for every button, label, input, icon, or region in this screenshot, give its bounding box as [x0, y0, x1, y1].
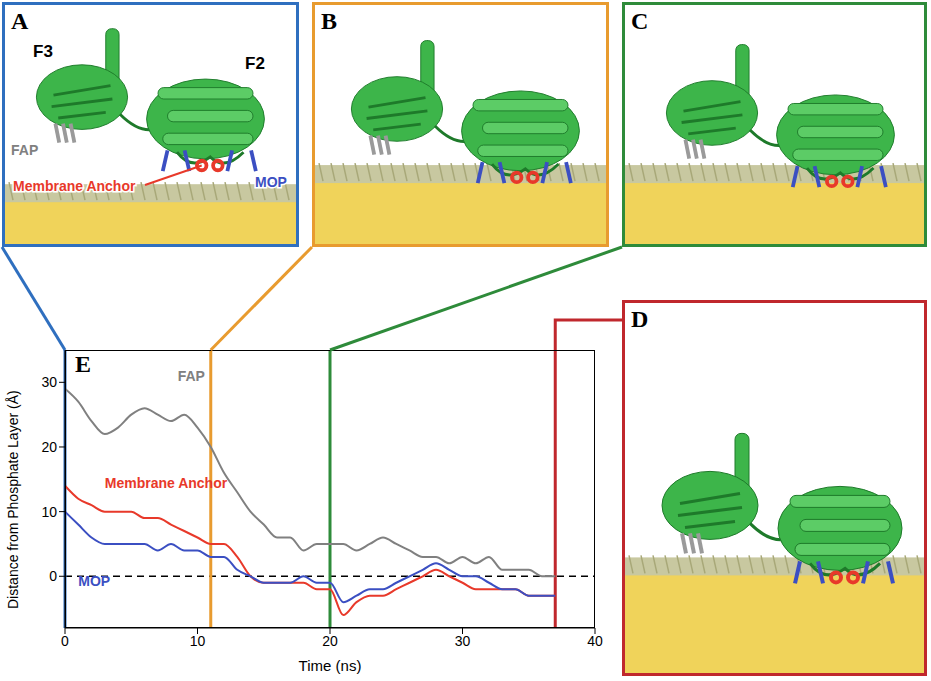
html-text:Membrane Anchor: Membrane Anchor: [104, 474, 228, 491]
svg-text:30: 30: [455, 633, 471, 649]
svg-text:20: 20: [41, 439, 57, 455]
svg-text:D: D: [631, 306, 648, 332]
svg-text:30: 30: [41, 374, 57, 390]
svg-text:10: 10: [190, 633, 206, 649]
svg-text:10: 10: [41, 504, 57, 520]
svg-text:Time (ns): Time (ns): [299, 657, 362, 674]
html-text:FAP: FAP: [177, 367, 205, 384]
svg-text:20: 20: [322, 633, 338, 649]
svg-text:B: B: [321, 8, 337, 34]
svg-text:A: A: [11, 8, 29, 34]
svg-text:FAP: FAP: [11, 142, 38, 158]
svg-text:Membrane Anchor: Membrane Anchor: [13, 178, 136, 194]
svg-text:0: 0: [61, 633, 69, 649]
svg-text:F3: F3: [33, 42, 53, 61]
svg-text:C: C: [631, 8, 648, 34]
html-text:E: E: [75, 351, 91, 377]
svg-text:F2: F2: [245, 54, 265, 73]
svg-text:MOP: MOP: [255, 174, 287, 190]
html-text:MOP: MOP: [78, 573, 111, 590]
svg-text:40: 40: [587, 633, 603, 649]
svg-text:Distance from Phosphate Layer: Distance from Phosphate Layer (Å): [5, 390, 21, 609]
svg-text:0: 0: [49, 568, 57, 584]
